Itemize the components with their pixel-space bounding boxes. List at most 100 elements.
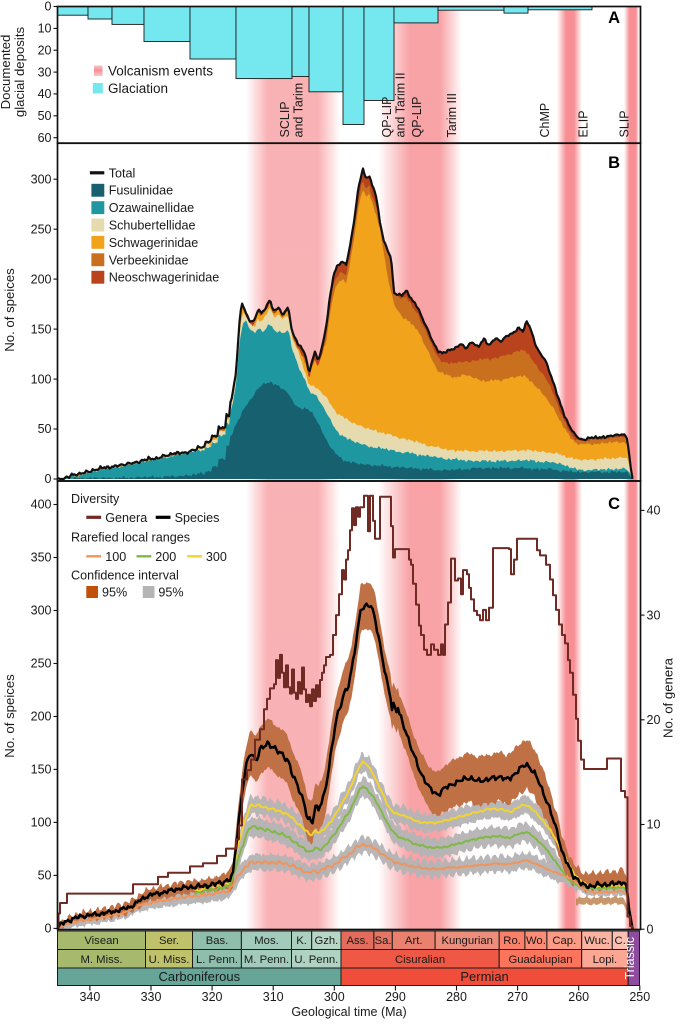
svg-text:Kungurian: Kungurian (441, 935, 493, 947)
svg-text:Verbeekinidae: Verbeekinidae (109, 253, 189, 267)
svg-text:200: 200 (155, 550, 176, 564)
svg-text:Rarefied local ranges: Rarefied local ranges (71, 530, 190, 544)
svg-text:40: 40 (38, 87, 52, 101)
svg-text:Species: Species (175, 511, 220, 525)
svg-text:250: 250 (31, 222, 52, 236)
svg-text:Wuc.: Wuc. (584, 935, 610, 947)
svg-text:Bas.: Bas. (206, 935, 229, 947)
svg-text:Ozawainellidae: Ozawainellidae (109, 201, 194, 215)
svg-text:320: 320 (202, 990, 223, 1004)
svg-text:SCLIP: SCLIP (278, 101, 292, 137)
svg-text:M. Penn.: M. Penn. (244, 954, 289, 966)
svg-text:10: 10 (38, 22, 52, 36)
svg-text:ChMP: ChMP (538, 103, 552, 138)
svg-text:30: 30 (38, 65, 52, 79)
svg-text:Cap.: Cap. (552, 935, 576, 947)
svg-text:Wo.: Wo. (526, 935, 546, 947)
svg-text:Gzh.: Gzh. (314, 935, 338, 947)
svg-text:Schwagerinidae: Schwagerinidae (109, 236, 199, 250)
svg-text:250: 250 (31, 657, 52, 671)
svg-text:Mos.: Mos. (254, 935, 278, 947)
svg-text:0: 0 (647, 922, 654, 936)
svg-text:150: 150 (31, 322, 52, 336)
svg-text:Documented: Documented (0, 35, 13, 110)
svg-text:Genera: Genera (105, 511, 147, 525)
svg-text:Permian: Permian (460, 969, 508, 984)
svg-text:U. Miss.: U. Miss. (149, 954, 190, 966)
svg-text:300: 300 (31, 172, 52, 186)
svg-text:K.: K. (296, 935, 307, 947)
svg-text:No. of speices: No. of speices (2, 268, 17, 352)
svg-text:150: 150 (31, 763, 52, 777)
svg-text:Ser.: Ser. (159, 935, 179, 947)
svg-text:250: 250 (629, 990, 650, 1004)
svg-text:C: C (608, 495, 620, 513)
svg-text:50: 50 (38, 109, 52, 123)
svg-text:Fusulinidae: Fusulinidae (109, 184, 173, 198)
svg-text:Neoschwagerinidae: Neoschwagerinidae (109, 271, 220, 285)
svg-text:Visean: Visean (84, 935, 118, 947)
svg-text:QP-LIP: QP-LIP (410, 97, 424, 138)
svg-text:350: 350 (31, 551, 52, 565)
svg-text:Guadalupian: Guadalupian (508, 954, 572, 966)
svg-text:0: 0 (45, 472, 52, 486)
svg-text:20: 20 (38, 43, 52, 57)
svg-text:Carboniferous: Carboniferous (158, 969, 240, 984)
svg-text:Cisuralian: Cisuralian (395, 954, 445, 966)
svg-text:280: 280 (446, 990, 467, 1004)
svg-text:30: 30 (647, 608, 661, 622)
svg-text:A: A (608, 9, 620, 27)
svg-text:100: 100 (105, 550, 126, 564)
svg-text:40: 40 (647, 504, 661, 518)
svg-text:U. Penn.: U. Penn. (294, 954, 338, 966)
svg-text:M. Miss.: M. Miss. (80, 954, 122, 966)
svg-text:290: 290 (385, 990, 406, 1004)
svg-text:0: 0 (45, 0, 52, 14)
svg-text:C.: C. (615, 935, 626, 947)
svg-text:95%: 95% (102, 586, 127, 600)
svg-text:Ass.: Ass. (347, 935, 369, 947)
svg-text:100: 100 (31, 816, 52, 830)
svg-text:300: 300 (31, 604, 52, 618)
svg-text:No. of speices: No. of speices (2, 674, 17, 758)
svg-text:260: 260 (568, 990, 589, 1004)
svg-text:400: 400 (31, 498, 52, 512)
svg-text:Sa.: Sa. (375, 935, 392, 947)
svg-text:No. of genera: No. of genera (661, 657, 676, 738)
svg-text:200: 200 (31, 710, 52, 724)
svg-text:and Tarim II: and Tarim II (394, 72, 408, 137)
svg-text:L. Penn.: L. Penn. (196, 954, 238, 966)
svg-text:Glaciation: Glaciation (108, 81, 168, 96)
svg-text:270: 270 (507, 990, 528, 1004)
svg-text:50: 50 (38, 422, 52, 436)
svg-text:60: 60 (38, 131, 52, 145)
svg-text:Ro.: Ro. (503, 935, 521, 947)
svg-text:0: 0 (45, 922, 52, 936)
svg-text:and Tarim: and Tarim (292, 83, 306, 138)
svg-text:20: 20 (647, 713, 661, 727)
svg-text:Schubertellidae: Schubertellidae (109, 219, 196, 233)
svg-text:Confidence interval: Confidence interval (71, 568, 179, 582)
svg-text:200: 200 (31, 272, 52, 286)
svg-text:330: 330 (141, 990, 162, 1004)
svg-text:300: 300 (324, 990, 345, 1004)
svg-text:QP-LIP: QP-LIP (380, 97, 394, 138)
svg-text:Lopi.: Lopi. (593, 954, 618, 966)
svg-text:Triassic: Triassic (623, 937, 637, 980)
svg-text:Tarim III: Tarim III (445, 93, 459, 137)
svg-text:100: 100 (31, 372, 52, 386)
svg-text:10: 10 (647, 818, 661, 832)
svg-text:Volcanism events: Volcanism events (108, 64, 213, 79)
svg-text:Art.: Art. (405, 935, 423, 947)
svg-text:310: 310 (263, 990, 284, 1004)
svg-text:50: 50 (38, 869, 52, 883)
svg-text:glacial deposits: glacial deposits (12, 27, 27, 118)
svg-text:340: 340 (79, 990, 100, 1004)
svg-text:B: B (608, 154, 620, 172)
svg-text:Geological time (Ma): Geological time (Ma) (291, 1005, 406, 1019)
svg-text:300: 300 (206, 550, 227, 564)
svg-text:Diversity: Diversity (71, 492, 120, 506)
svg-text:Total: Total (109, 166, 136, 180)
svg-text:ELIP: ELIP (577, 110, 591, 137)
svg-text:SLIP: SLIP (618, 110, 632, 137)
